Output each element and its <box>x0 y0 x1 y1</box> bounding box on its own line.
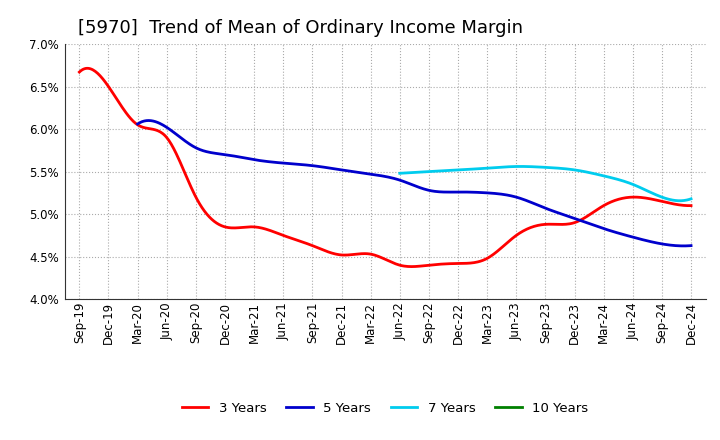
7 Years <box>635 184 644 190</box>
3 Years <box>75 70 84 75</box>
7 Years <box>536 165 545 170</box>
3 Years <box>675 202 683 207</box>
3 Years <box>687 203 696 208</box>
Line: 5 Years: 5 Years <box>138 121 691 246</box>
7 Years <box>681 198 690 203</box>
5 Years <box>145 118 153 123</box>
3 Years <box>408 264 416 269</box>
7 Years <box>687 196 696 202</box>
5 Years <box>679 243 688 249</box>
5 Years <box>434 189 443 194</box>
5 Years <box>588 222 597 227</box>
7 Years <box>395 171 404 176</box>
7 Years <box>534 165 543 170</box>
7 Years <box>675 198 684 203</box>
5 Years <box>133 121 142 127</box>
3 Years <box>579 216 588 221</box>
Line: 7 Years: 7 Years <box>400 166 691 201</box>
Text: [5970]  Trend of Mean of Ordinary Income Margin: [5970] Trend of Mean of Ordinary Income … <box>78 19 523 37</box>
5 Years <box>397 178 406 183</box>
3 Years <box>366 252 375 257</box>
Line: 3 Years: 3 Years <box>79 68 691 267</box>
5 Years <box>400 179 409 184</box>
7 Years <box>570 167 578 172</box>
3 Years <box>371 253 379 258</box>
5 Years <box>675 243 683 249</box>
7 Years <box>554 165 562 171</box>
3 Years <box>441 261 450 267</box>
7 Years <box>516 164 525 169</box>
3 Years <box>408 264 417 269</box>
5 Years <box>687 243 696 248</box>
Legend: 3 Years, 5 Years, 7 Years, 10 Years: 3 Years, 5 Years, 7 Years, 10 Years <box>176 396 594 420</box>
5 Years <box>464 190 472 195</box>
3 Years <box>84 66 92 71</box>
